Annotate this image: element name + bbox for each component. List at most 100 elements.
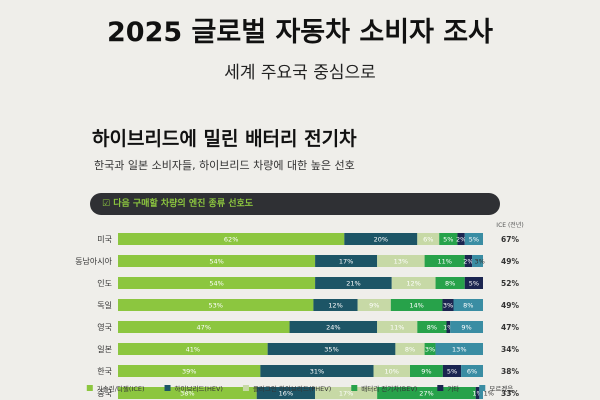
bar-segment xyxy=(118,255,316,267)
bar-segment xyxy=(391,277,436,289)
bar-segment xyxy=(453,299,483,311)
extra-column-header: ICE (전년) xyxy=(496,221,523,229)
bar-segment xyxy=(424,255,465,267)
bar-segment xyxy=(439,233,458,245)
legend-label: 배터리 전기차(BEV) xyxy=(361,384,417,393)
category-label: 미국 xyxy=(97,235,112,244)
data-label: 1% xyxy=(484,390,494,398)
legend-swatch xyxy=(351,385,358,391)
extra-column-value: 38% xyxy=(501,367,519,376)
bar-segment xyxy=(118,365,261,377)
bar-segment xyxy=(390,299,443,311)
data-label: 5% xyxy=(469,236,479,244)
bar-segment xyxy=(313,299,358,311)
page-subtitle: 세계 주요국 중심으로 xyxy=(224,63,376,83)
bar-segment xyxy=(289,321,378,333)
legend-swatch xyxy=(164,385,171,391)
bar-segment xyxy=(315,277,392,289)
legend-swatch xyxy=(86,385,93,391)
category-label: 중국 xyxy=(97,389,112,398)
data-label: 13% xyxy=(452,346,466,354)
extra-column-value: 33% xyxy=(501,389,519,398)
data-label: 8% xyxy=(405,346,415,354)
bar-segment xyxy=(435,277,465,289)
extra-column-value: 67% xyxy=(501,235,519,244)
data-label: 5% xyxy=(443,236,453,244)
category-label: 동남아시아 xyxy=(75,256,112,266)
data-label: 9% xyxy=(461,324,471,332)
bar-segment xyxy=(424,343,436,355)
data-label: 27% xyxy=(419,390,433,398)
data-label: 47% xyxy=(197,324,211,332)
data-label: 17% xyxy=(339,390,353,398)
extra-column-value: 49% xyxy=(501,257,519,266)
bar-segment xyxy=(417,321,447,333)
data-label: 5% xyxy=(469,280,479,288)
bar-segment xyxy=(267,343,396,355)
bar-segment xyxy=(118,277,316,289)
bar-segment xyxy=(315,255,378,267)
legend-label: 플러그인 하이브리드(PHEV) xyxy=(253,384,331,393)
category-label: 영국 xyxy=(97,322,112,332)
data-label: 9% xyxy=(369,302,379,310)
category-label: 인도 xyxy=(97,278,112,288)
bar-segment xyxy=(475,387,480,399)
data-label: 31% xyxy=(310,368,324,376)
data-label: 17% xyxy=(339,258,353,266)
chart-title: 다음 구매할 차량의 엔진 종류 선호도 xyxy=(113,199,254,209)
data-label: 41% xyxy=(186,346,200,354)
category-label: 한국 xyxy=(97,367,112,376)
bar-segment xyxy=(357,299,391,311)
data-label: 13% xyxy=(394,258,408,266)
extra-column-value: 52% xyxy=(501,279,519,288)
data-label: 1% xyxy=(472,390,482,398)
data-label: 21% xyxy=(346,280,360,288)
bar-segment xyxy=(464,233,483,245)
bar-segment xyxy=(442,299,454,311)
data-label: 3% xyxy=(443,302,453,310)
data-label: 8% xyxy=(463,302,473,310)
data-label: 5% xyxy=(447,368,457,376)
checkbox-icon: ☑ xyxy=(102,199,114,209)
bar-segment xyxy=(344,233,418,245)
extra-column-value: 47% xyxy=(501,323,519,332)
extra-column-value: 34% xyxy=(501,345,519,354)
category-label: 일본 xyxy=(97,345,112,354)
data-label: 11% xyxy=(390,324,404,332)
bar-segment xyxy=(461,365,483,377)
data-label: 53% xyxy=(208,302,222,310)
bar-segment xyxy=(118,299,314,311)
bar-segment xyxy=(260,365,374,377)
bar-segment xyxy=(315,387,378,399)
bar-segment xyxy=(377,387,476,399)
data-label: 54% xyxy=(209,280,223,288)
data-label: 12% xyxy=(406,280,420,288)
data-label: 6% xyxy=(467,368,477,376)
legend-swatch xyxy=(437,385,444,391)
data-label: 54% xyxy=(209,258,223,266)
bar-segment xyxy=(118,233,345,245)
data-label: 9% xyxy=(421,368,431,376)
data-label: 8% xyxy=(427,324,437,332)
data-label: 35% xyxy=(324,346,338,354)
bar-segment xyxy=(472,255,483,267)
data-label: 8% xyxy=(445,280,455,288)
data-label: 10% xyxy=(385,368,399,376)
section-title: 하이브리드에 밀린 배터리 전기차 xyxy=(92,128,357,150)
category-label: 독일 xyxy=(97,301,112,310)
data-label: 3% xyxy=(475,258,485,266)
bar-segment xyxy=(457,233,465,245)
data-label: 14% xyxy=(409,302,423,310)
data-label: 1% xyxy=(443,324,453,332)
bar-segment xyxy=(377,255,425,267)
data-label: 6% xyxy=(423,236,433,244)
bar-segment xyxy=(450,321,483,333)
data-label: 12% xyxy=(328,302,342,310)
legend-label: 하이브리드(HEV) xyxy=(175,384,223,393)
data-label: 3% xyxy=(425,346,435,354)
legend-label: 기타 xyxy=(447,384,459,393)
bar-segment xyxy=(446,321,451,333)
data-label: 20% xyxy=(374,236,388,244)
data-label: 38% xyxy=(180,390,194,398)
